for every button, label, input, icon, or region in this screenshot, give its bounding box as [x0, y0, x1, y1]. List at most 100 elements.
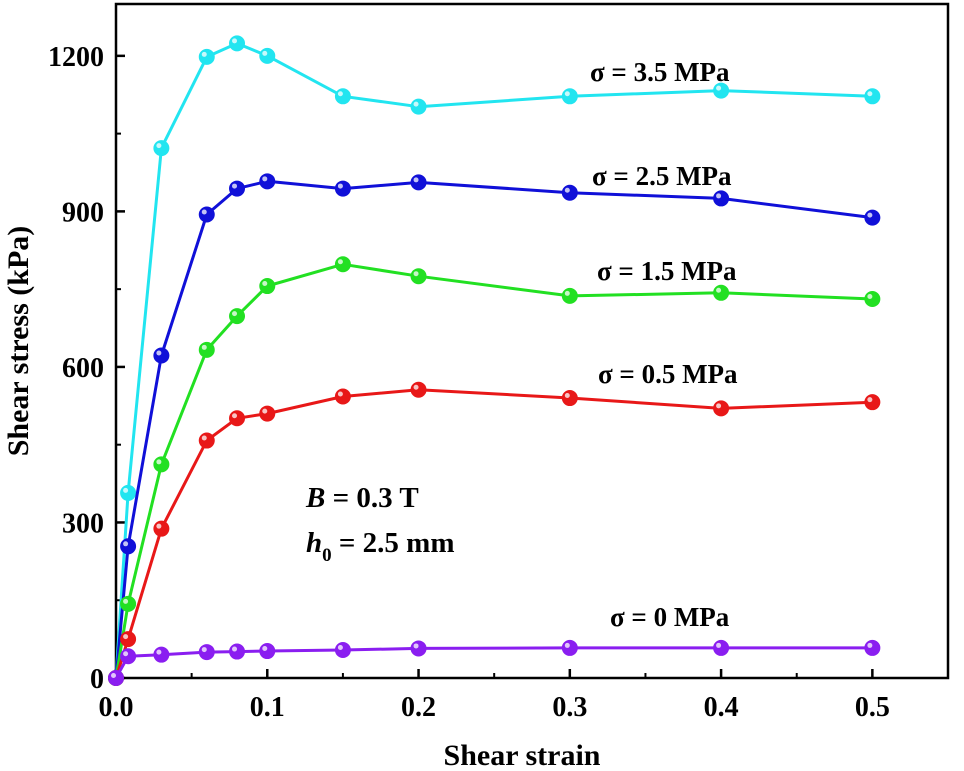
data-point-highlight — [564, 290, 570, 296]
data-point-highlight — [201, 647, 207, 653]
data-point-highlight — [111, 673, 116, 678]
data-point — [561, 390, 578, 407]
data-point — [259, 47, 276, 64]
data-point — [229, 410, 246, 427]
data-point-highlight — [867, 212, 873, 218]
data-point-highlight — [201, 344, 207, 350]
data-point-highlight — [564, 91, 570, 97]
data-point-highlight — [867, 91, 873, 97]
data-point — [259, 173, 276, 190]
data-point — [410, 640, 427, 657]
data-point-highlight — [716, 193, 722, 199]
data-point-highlight — [232, 183, 238, 189]
x-axis-title: Shear strain — [444, 739, 601, 771]
data-point — [153, 456, 170, 473]
data-point-highlight — [413, 643, 419, 649]
data-point — [153, 140, 170, 157]
data-point — [153, 646, 170, 663]
data-point-highlight — [337, 391, 343, 397]
plot-frame — [114, 2, 950, 680]
data-point — [153, 520, 170, 537]
series-label: σ = 2.5 MPa — [592, 161, 732, 191]
data-point — [410, 381, 427, 398]
data-point-highlight — [156, 523, 162, 529]
data-point — [229, 35, 246, 52]
series-group — [108, 639, 881, 686]
x-tick-label: 0.4 — [704, 692, 739, 723]
data-point-highlight — [232, 38, 238, 44]
data-point — [864, 639, 881, 656]
data-point-highlight — [337, 645, 343, 651]
x-tick-label: 0.2 — [401, 692, 436, 723]
series-label: σ = 0.5 MPa — [598, 359, 738, 389]
y-tick-label: 600 — [62, 353, 104, 384]
data-point-highlight — [337, 259, 343, 265]
series-line — [114, 388, 873, 679]
data-point-highlight — [201, 51, 207, 57]
data-point — [259, 405, 276, 422]
data-point-highlight — [262, 50, 268, 56]
data-point — [334, 88, 351, 105]
annotation-b-var: B — [305, 482, 325, 514]
data-point — [561, 287, 578, 304]
data-point — [864, 291, 881, 308]
data-point — [713, 400, 730, 417]
series-line — [114, 179, 873, 679]
data-point-highlight — [413, 271, 419, 277]
data-point — [229, 643, 246, 660]
data-point-highlight — [123, 487, 129, 493]
data-point-highlight — [867, 642, 873, 648]
data-point-highlight — [867, 294, 873, 300]
data-point — [259, 643, 276, 660]
series-line — [114, 262, 873, 679]
annotation-b: B = 0.3 T — [305, 482, 419, 514]
data-point — [108, 670, 124, 686]
y-tick-label: 0 — [90, 664, 104, 695]
data-point-highlight — [413, 384, 419, 390]
data-point-highlight — [123, 598, 129, 604]
y-tick-label: 900 — [62, 197, 104, 228]
series-line — [114, 41, 873, 679]
annotation-h-value: = 2.5 mm — [332, 527, 455, 559]
data-point — [229, 180, 246, 197]
data-point — [198, 644, 215, 661]
y-tick-label: 300 — [62, 508, 104, 539]
data-point — [120, 595, 137, 612]
data-point-highlight — [123, 541, 129, 547]
data-point-highlight — [156, 459, 162, 465]
data-point — [561, 88, 578, 105]
data-point — [410, 268, 427, 285]
data-point — [153, 347, 170, 364]
data-point — [334, 642, 351, 659]
annotation-h-sub: 0 — [322, 545, 332, 566]
data-point — [561, 184, 578, 201]
x-tick-label: 0.0 — [99, 692, 134, 723]
series-label: σ = 1.5 MPa — [597, 256, 737, 286]
data-point — [334, 256, 351, 273]
data-point — [198, 206, 215, 223]
data-point — [410, 174, 427, 191]
x-tick-label: 0.3 — [552, 692, 587, 723]
data-point-highlight — [201, 209, 207, 215]
data-point-highlight — [867, 397, 873, 403]
data-point — [713, 639, 730, 656]
data-point — [334, 388, 351, 405]
data-point-highlight — [716, 287, 722, 293]
data-point-highlight — [156, 350, 162, 356]
data-point-highlight — [564, 642, 570, 648]
data-point — [864, 209, 881, 226]
y-axis-title: Shear stress (kPa) — [2, 226, 35, 457]
annotation-b-value: = 0.3 T — [325, 482, 418, 514]
data-point — [864, 88, 881, 105]
data-point-highlight — [156, 649, 162, 655]
data-point-highlight — [564, 393, 570, 399]
data-point — [713, 190, 730, 207]
data-point-highlight — [201, 435, 207, 441]
series-label: σ = 3.5 MPa — [590, 57, 730, 87]
data-point — [229, 308, 246, 325]
data-point-highlight — [716, 642, 722, 648]
x-tick-label: 0.1 — [250, 692, 285, 723]
labels-layer: σ = 3.5 MPa σ = 2.5 MPa σ = 1.5 MPa σ = 0.5… — [590, 57, 738, 632]
data-point — [198, 432, 215, 449]
